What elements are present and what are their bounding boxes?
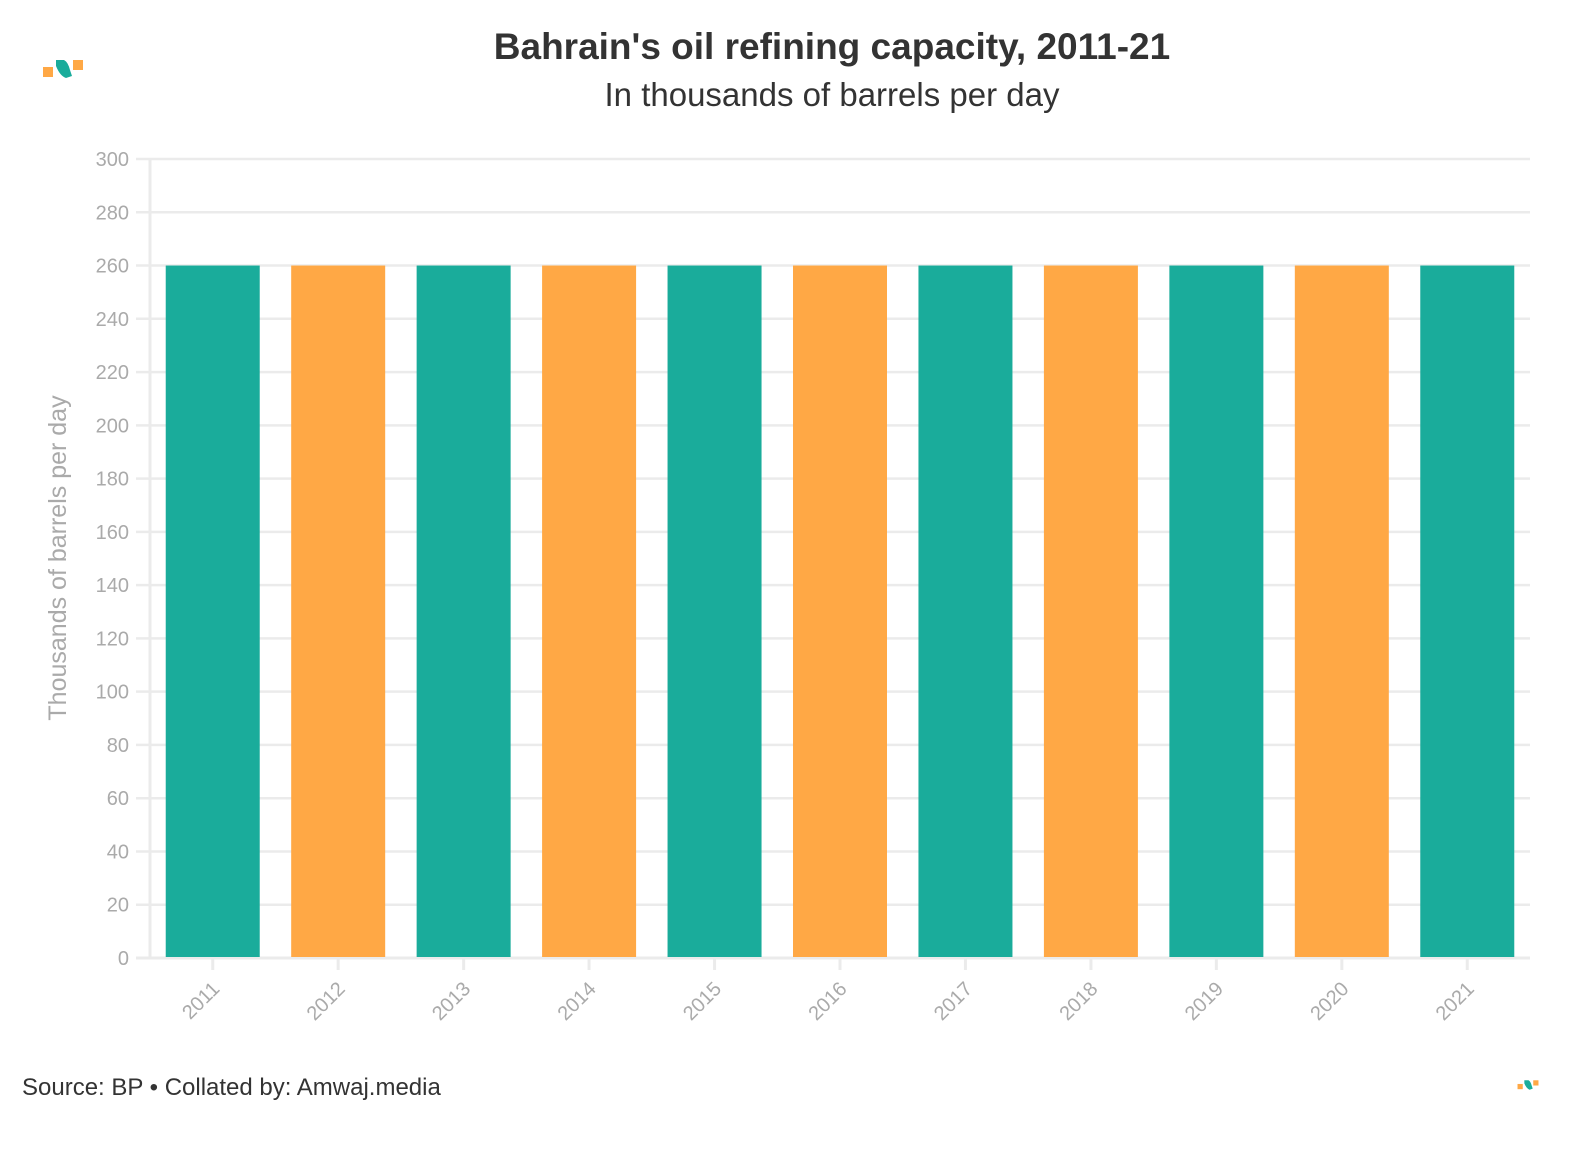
y-tick-label: 20 (107, 895, 129, 917)
x-tick-label: 2015 (679, 978, 726, 1025)
y-tick-label: 0 (118, 948, 129, 970)
chart-title: Bahrain's oil refining capacity, 2011-21 (493, 26, 1171, 67)
x-tick-label: 2014 (554, 978, 601, 1025)
logo-icon (43, 60, 83, 78)
bar-2011 (165, 265, 260, 957)
x-tick-label: 2020 (1306, 978, 1353, 1025)
bar-2012 (291, 265, 386, 957)
footer-logo-icon (1517, 1080, 1539, 1090)
x-tick-label: 2016 (805, 978, 852, 1025)
y-tick-label: 200 (96, 415, 129, 437)
x-tick-label: 2019 (1181, 978, 1228, 1025)
x-tick-label: 2011 (178, 978, 224, 1024)
y-tick-label: 160 (96, 522, 129, 544)
x-tick-label: 2012 (303, 978, 350, 1025)
y-axis-label: Thousands of barrels per day (44, 395, 72, 721)
bar-2015 (667, 265, 762, 957)
bar-2021 (1420, 265, 1515, 957)
y-tick-label: 280 (96, 202, 129, 224)
bar-chart: 0 20 40 60 80 100 120 140 160 180 200 220 240 260 280 3… (44, 149, 1530, 1025)
bar-2016 (793, 265, 887, 957)
bar-2017 (918, 265, 1013, 957)
x-tick-label: 2013 (428, 978, 475, 1025)
y-tick-label: 240 (96, 309, 129, 331)
y-tick-label: 140 (96, 575, 129, 597)
x-tick-label: 2021 (1432, 978, 1479, 1025)
x-tick-label: 2018 (1055, 978, 1102, 1025)
y-tick-label: 220 (96, 362, 129, 384)
y-tick-label: 300 (96, 149, 129, 171)
bar-2018 (1043, 265, 1138, 957)
y-tick-label: 260 (96, 256, 129, 278)
y-tick-label: 100 (96, 682, 129, 704)
chart-subtitle: In thousands of barrels per day (604, 76, 1060, 113)
bar-2019 (1169, 265, 1264, 957)
y-tick-label: 80 (107, 735, 129, 757)
y-tick-label: 40 (107, 841, 129, 863)
bar-2013 (416, 265, 511, 957)
y-tick-label: 180 (96, 469, 129, 491)
y-tick-label: 120 (96, 628, 129, 650)
bar-2020 (1294, 265, 1389, 957)
x-tick-label: 2017 (930, 978, 977, 1025)
source-note: Source: BP • Collated by: Amwaj.media (22, 1074, 441, 1101)
y-tick-label: 60 (107, 788, 129, 810)
bar-2014 (542, 265, 637, 957)
